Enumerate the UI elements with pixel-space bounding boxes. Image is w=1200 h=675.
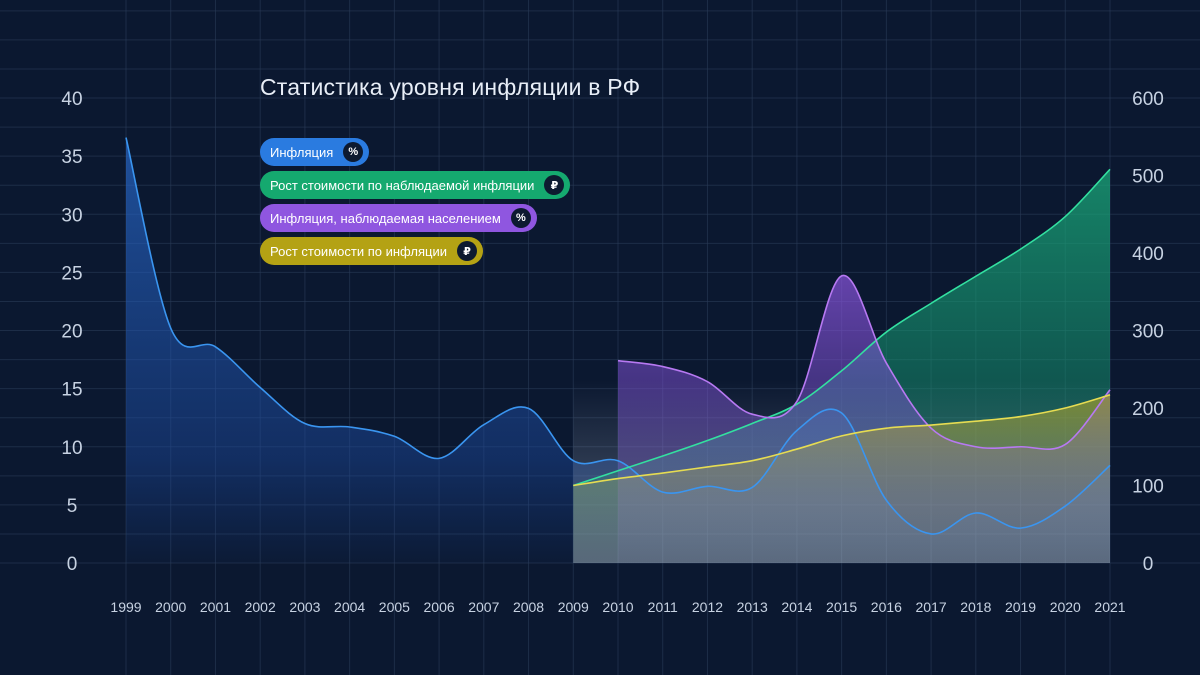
left-axis-tick: 15: [61, 380, 82, 401]
x-axis-tick: 2014: [781, 599, 812, 615]
ruble-badge: ₽: [457, 241, 478, 261]
right-axis-tick: 500: [1132, 167, 1164, 188]
ruble-badge: ₽: [544, 175, 565, 195]
x-axis-tick: 2003: [289, 599, 320, 615]
left-axis-tick: 10: [61, 438, 82, 459]
x-axis-tick: 2004: [334, 599, 365, 615]
x-axis-tick: 2011: [648, 599, 678, 615]
x-axis-tick: 2006: [424, 599, 455, 615]
bottom-glow: [573, 380, 1110, 563]
legend-label: Инфляция, наблюдаемая населением: [270, 210, 501, 226]
x-axis-tick: 2005: [379, 599, 410, 615]
left-axis-tick: 35: [61, 147, 82, 168]
line-inflation: [125, 137, 1111, 535]
right-axis-tick: 100: [1132, 477, 1164, 498]
legend-item-inflation[interactable]: Инфляция %: [260, 138, 370, 166]
right-axis-tick: 0: [1143, 554, 1154, 575]
legend-label: Рост стоимости по инфляции: [270, 243, 448, 259]
chart-title: Статистика уровня инфляции в РФ: [260, 74, 641, 100]
x-axis-tick: 2020: [1050, 599, 1081, 615]
x-axis-tick: 2017: [916, 599, 947, 615]
x-axis-tick: 2018: [960, 599, 991, 615]
line-observed-inflation: [617, 275, 1111, 451]
x-axis-tick: 2012: [692, 599, 723, 615]
right-axis-tick: 400: [1132, 244, 1164, 265]
x-axis-tick: 2013: [737, 599, 768, 615]
left-axis-tick: 30: [61, 205, 82, 226]
left-axis-tick: 0: [67, 554, 78, 575]
percent-badge: %: [510, 208, 531, 228]
right-axis-tick: 200: [1132, 399, 1164, 420]
percent-badge: %: [343, 142, 364, 162]
x-axis-tick: 2000: [155, 599, 186, 615]
x-axis-tick: 1999: [110, 599, 141, 615]
left-axis-tick: 40: [61, 89, 82, 110]
x-axis-tick: 2021: [1094, 599, 1125, 615]
legend-item-observed-cost-growth[interactable]: Рост стоимости по наблюдаемой инфляции ₽: [260, 171, 571, 199]
right-axis-tick: 300: [1132, 322, 1164, 343]
legend-label: Инфляция: [270, 144, 334, 160]
left-axis-tick: 25: [61, 263, 82, 284]
x-axis-tick: 2009: [558, 599, 589, 615]
legend: Инфляция % Рост стоимости по наблюдаемой…: [260, 138, 571, 270]
line-cost-growth: [573, 394, 1111, 487]
left-axis-tick: 5: [67, 496, 78, 517]
right-axis-tick: 600: [1132, 89, 1164, 110]
line-observed-cost-growth: [573, 168, 1111, 487]
x-axis-tick: 2008: [513, 599, 544, 615]
legend-item-observed-inflation[interactable]: Инфляция, наблюдаемая населением %: [260, 204, 537, 232]
x-axis-tick: 2019: [1005, 599, 1036, 615]
x-axis-tick: 2002: [245, 599, 276, 615]
x-axis-tick: 2016: [871, 599, 902, 615]
x-axis-tick: 2010: [602, 599, 633, 615]
legend-label: Рост стоимости по наблюдаемой инфляции: [270, 177, 535, 193]
left-axis-tick: 20: [61, 322, 82, 343]
x-axis-tick: 2001: [200, 599, 231, 615]
x-axis-tick: 2015: [826, 599, 857, 615]
x-axis-tick: 2007: [468, 599, 499, 615]
legend-item-cost-growth[interactable]: Рост стоимости по инфляции ₽: [260, 237, 484, 265]
